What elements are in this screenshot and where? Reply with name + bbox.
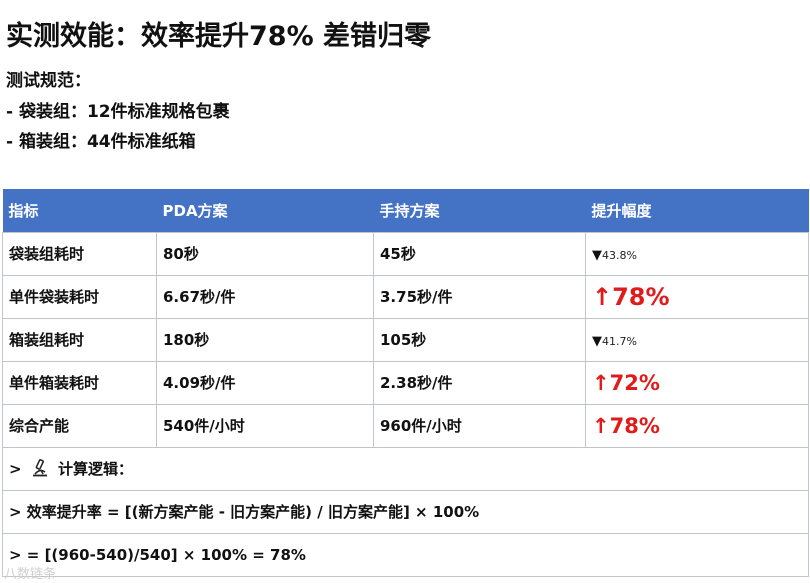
- table-row: 袋装组耗时 80秒 45秒 ▼43.8%: [2, 231, 809, 276]
- spec-heading: 测试规范：: [6, 71, 91, 91]
- improvement-cell: ▼43.8%: [585, 231, 809, 276]
- note-prefix: >: [9, 460, 22, 478]
- improvement-cell: ▼41.7%: [585, 317, 809, 362]
- metric-cell: 单件袋装耗时: [2, 274, 157, 319]
- efficiency-table: 指标 PDA方案 手持方案 提升幅度 袋装组耗时 80秒 45秒 ▼43.8% …: [2, 189, 809, 577]
- up-arrow-icon: ↑: [592, 282, 613, 311]
- improvement-cell: ↑72%: [585, 360, 809, 405]
- improvement-value: 78%: [609, 413, 660, 438]
- handheld-cell: 45秒: [373, 231, 586, 276]
- header-improvement: 提升幅度: [591, 201, 652, 220]
- table-row: 单件箱装耗时 4.09秒/件 2.38秒/件 ↑72%: [2, 360, 809, 405]
- metric-cell: 袋装组耗时: [2, 231, 157, 276]
- improvement-value: 41.7%: [602, 334, 637, 348]
- header-metric: 指标: [8, 201, 39, 220]
- note-row: > = [(960-540)/540] × 100% = 78%: [2, 532, 809, 577]
- note-text: 计算逻辑：: [58, 460, 134, 478]
- down-triangle-icon: ▼: [592, 333, 602, 349]
- note-row: > 计算逻辑：: [2, 446, 809, 491]
- improvement-value: 43.8%: [602, 248, 637, 262]
- up-arrow-icon: ↑: [592, 370, 610, 395]
- page-title: 实测效能：效率提升78% 差错归零: [6, 21, 432, 52]
- handheld-cell: 3.75秒/件: [373, 274, 586, 319]
- pda-cell: 180秒: [156, 317, 374, 362]
- table-row: 箱装组耗时 180秒 105秒 ▼41.7%: [2, 317, 809, 362]
- down-triangle-icon: ▼: [592, 247, 602, 263]
- pda-cell: 4.09秒/件: [156, 360, 374, 405]
- table-header-row: 指标 PDA方案 手持方案 提升幅度: [2, 189, 809, 232]
- handheld-cell: 2.38秒/件: [373, 360, 586, 405]
- table-row: 综合产能 540件/小时 960件/小时 ↑78%: [2, 403, 809, 448]
- metric-cell: 综合产能: [2, 403, 157, 448]
- handheld-cell: 960件/小时: [373, 403, 586, 448]
- metric-cell: 单件箱装耗时: [2, 360, 157, 405]
- note-row: > 效率提升率 = [(新方案产能 - 旧方案产能) / 旧方案产能] × 10…: [2, 489, 809, 534]
- calculation-line: > = [(960-540)/540] × 100% = 78%: [2, 532, 809, 577]
- handheld-cell: 105秒: [373, 317, 586, 362]
- pda-cell: 80秒: [156, 231, 374, 276]
- improvement-value: 78%: [612, 282, 670, 311]
- pda-cell: 540件/小时: [156, 403, 374, 448]
- spec-item-box: - 箱装组：44件标准纸箱: [6, 132, 196, 152]
- spec-item-bag: - 袋装组：12件标准规格包裹: [6, 102, 230, 122]
- header-pda: PDA方案: [162, 201, 228, 220]
- pda-cell: 6.67秒/件: [156, 274, 374, 319]
- up-arrow-icon: ↑: [592, 413, 610, 438]
- improvement-cell: ↑78%: [585, 274, 809, 319]
- calc-logic-heading: > 计算逻辑：: [2, 446, 809, 491]
- formula-line: > 效率提升率 = [(新方案产能 - 旧方案产能) / 旧方案产能] × 10…: [2, 489, 809, 534]
- header-handheld: 手持方案: [379, 201, 440, 220]
- metric-cell: 箱装组耗时: [2, 317, 157, 362]
- table-row: 单件袋装耗时 6.67秒/件 3.75秒/件 ↑78%: [2, 274, 809, 319]
- microscope-icon: [32, 459, 47, 477]
- improvement-value: 72%: [609, 370, 660, 395]
- watermark: 八数链条: [4, 567, 57, 582]
- improvement-cell: ↑78%: [585, 403, 809, 448]
